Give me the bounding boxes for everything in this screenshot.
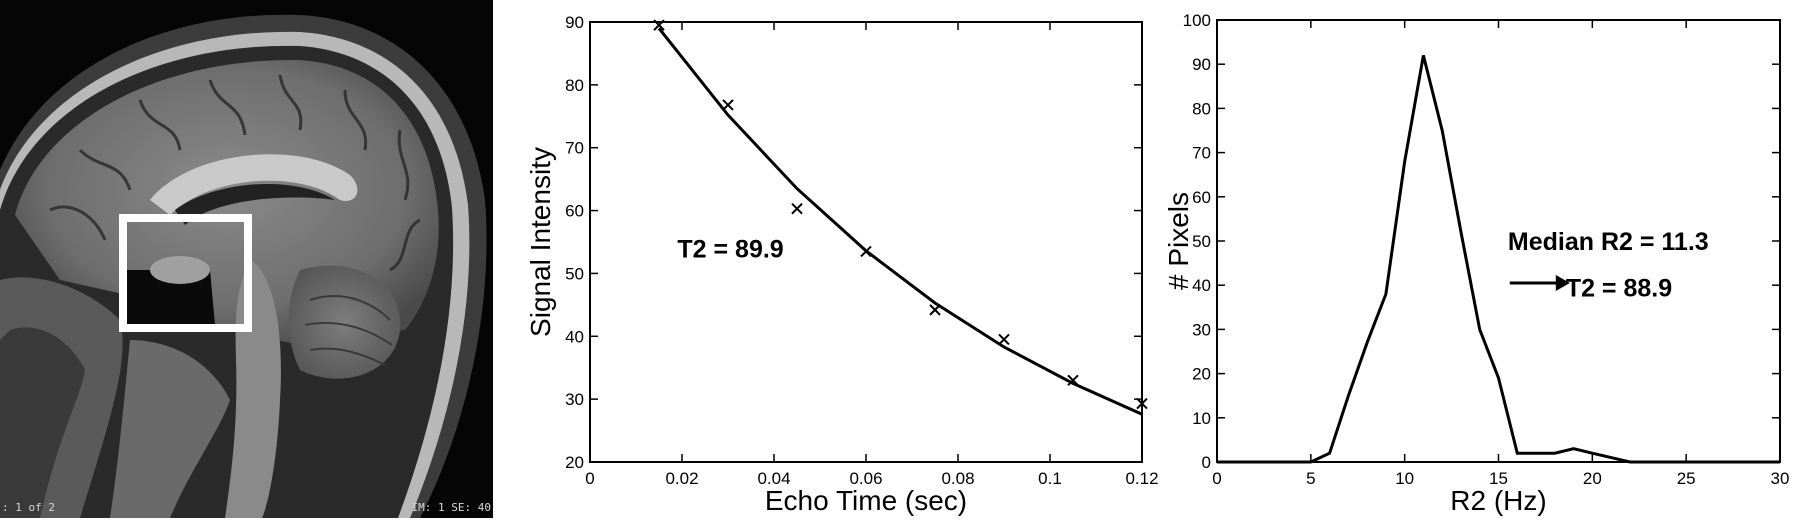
y-tick-label: 50 — [565, 264, 584, 283]
data-point-marker — [791, 202, 803, 215]
y-tick-label: 30 — [1192, 320, 1211, 339]
x-tick-label: 25 — [1677, 469, 1696, 488]
x-tick-label: 0.04 — [757, 469, 790, 488]
mri-sagittal-image: : 1 of 2 IM: 1 SE: 40 — [0, 0, 493, 518]
r2-histogram-chart: 0 5 10 15 20 25 30 0 10 20 30 40 50 60 70 80 90 100 R2 (… — [1160, 0, 1800, 518]
signal-decay-chart: 0 0.02 0.04 0.06 0.08 0.1 0.12 20 30 40 50 60 70 80 9… — [520, 0, 1160, 518]
x-tick-label: 0.1 — [1038, 469, 1062, 488]
data-point-marker — [722, 99, 734, 111]
x-axis-ticks: 0 5 10 15 20 25 30 — [1212, 20, 1789, 488]
fit-curve — [657, 27, 1143, 416]
y-tick-label: 50 — [1192, 232, 1211, 251]
data-point-marker — [929, 304, 941, 316]
arrow-icon — [1509, 274, 1570, 291]
y-tick-label: 40 — [1192, 276, 1211, 295]
data-point-marker — [653, 19, 665, 31]
y-axis-ticks: 20 30 40 50 60 70 80 90 — [565, 13, 1142, 472]
data-point-marker — [998, 333, 1010, 346]
data-markers — [653, 19, 1148, 410]
x-tick-label: 20 — [1583, 469, 1602, 488]
y-tick-label: 100 — [1183, 11, 1211, 30]
x-tick-label: 0.06 — [849, 469, 882, 488]
data-point-marker — [1136, 397, 1148, 410]
x-tick-label: 0 — [1212, 469, 1221, 488]
y-tick-label: 20 — [1192, 365, 1211, 384]
y-tick-label: 10 — [1192, 409, 1211, 428]
t2-annotation: T2 = 88.9 — [1566, 274, 1672, 302]
x-tick-label: 0.02 — [665, 469, 698, 488]
x-axis-ticks: 0 0.02 0.04 0.06 0.08 0.1 0.12 — [585, 22, 1159, 488]
y-tick-label: 0 — [1202, 453, 1211, 472]
data-point-marker — [860, 245, 872, 258]
x-tick-label: 30 — [1771, 469, 1790, 488]
median-r2-annotation: Median R2 = 11.3 — [1508, 228, 1709, 256]
x-axis-title: R2 (Hz) — [1450, 485, 1546, 516]
y-axis-ticks: 0 10 20 30 40 50 60 70 80 90 100 — [1183, 11, 1780, 472]
t2-annotation: T2 = 89.9 — [677, 236, 783, 264]
y-tick-label: 30 — [565, 390, 584, 409]
y-tick-label: 70 — [1192, 144, 1211, 163]
y-tick-label: 60 — [565, 202, 584, 221]
x-tick-label: 15 — [1489, 469, 1508, 488]
y-tick-label: 60 — [1192, 188, 1211, 207]
y-tick-label: 90 — [565, 13, 584, 32]
y-tick-label: 70 — [565, 139, 584, 158]
y-tick-label: 40 — [565, 327, 584, 346]
x-axis-title: Echo Time (sec) — [765, 485, 967, 516]
image-overlay-left-text: : 1 of 2 — [2, 501, 55, 514]
y-axis-title: Signal Intensity — [525, 147, 556, 337]
x-tick-label: 0.12 — [1125, 469, 1158, 488]
y-axis-title: # Pixels — [1163, 192, 1194, 290]
mri-illustration — [0, 0, 493, 518]
y-tick-label: 80 — [1192, 99, 1211, 118]
histogram-line — [1217, 55, 1780, 464]
data-point-marker — [1067, 374, 1079, 386]
x-tick-label: 0.08 — [941, 469, 974, 488]
signal-decay-chart-svg: 0 0.02 0.04 0.06 0.08 0.1 0.12 20 30 40 50 60 70 80 9… — [525, 13, 1159, 516]
y-tick-label: 90 — [1192, 55, 1211, 74]
x-tick-label: 5 — [1306, 469, 1315, 488]
image-overlay-right-text: IM: 1 SE: 40 — [411, 501, 491, 514]
roi-box — [119, 214, 252, 332]
plot-frame — [589, 21, 1143, 463]
r2-histogram-chart-svg: 0 5 10 15 20 25 30 0 10 20 30 40 50 60 70 80 90 100 R2 (… — [1163, 11, 1789, 516]
y-tick-label: 20 — [565, 453, 584, 472]
x-tick-label: 0 — [585, 469, 594, 488]
x-tick-label: 10 — [1395, 469, 1414, 488]
y-tick-label: 80 — [565, 76, 584, 95]
